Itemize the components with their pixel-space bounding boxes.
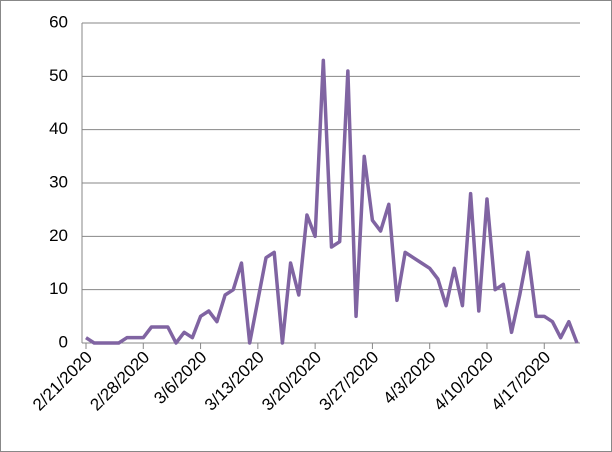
- y-tick-label: 60: [49, 12, 68, 31]
- y-tick-label: 30: [49, 172, 68, 191]
- y-tick-label: 20: [49, 226, 68, 245]
- y-tick-label: 40: [49, 119, 68, 138]
- y-tick-label: 0: [59, 332, 68, 351]
- y-tick-label: 50: [49, 66, 68, 85]
- y-tick-label: 10: [49, 279, 68, 298]
- line: [85, 58, 579, 345]
